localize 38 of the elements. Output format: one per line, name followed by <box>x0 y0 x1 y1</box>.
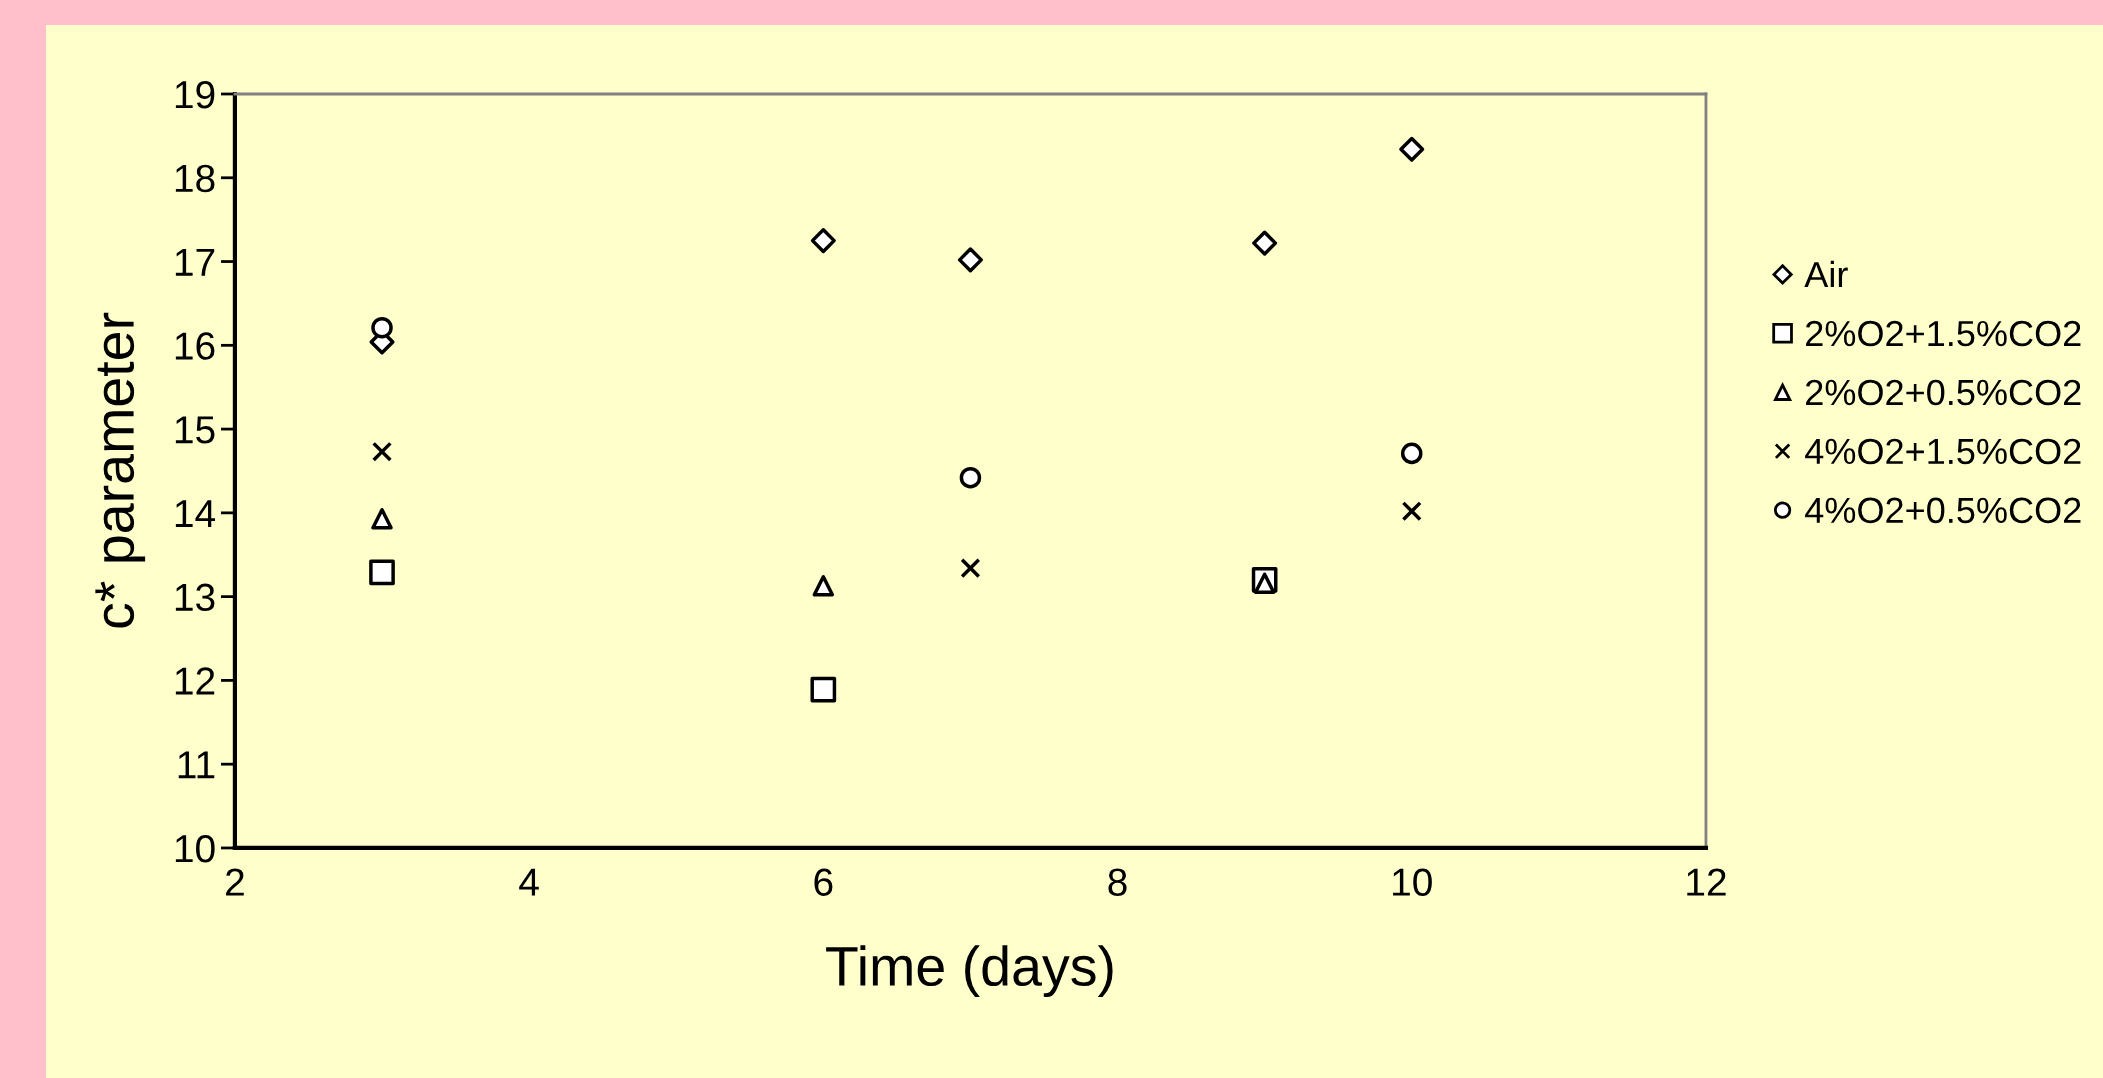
y-tick-label: 11 <box>178 751 215 779</box>
point <box>1399 136 1425 162</box>
x-tick-label: 6 <box>814 868 833 896</box>
point <box>957 247 983 273</box>
point <box>1401 501 1422 522</box>
point <box>1252 230 1278 256</box>
y-tick-label: 17 <box>175 248 215 276</box>
y-tick-label: 13 <box>175 583 215 612</box>
legend-label: 4%O2+0.5%CO2 <box>1805 497 2081 524</box>
y-tick-label: 18 <box>175 164 215 193</box>
point <box>810 228 836 254</box>
legend-label: 4%O2+1.5%CO2 <box>1805 438 2081 465</box>
point <box>1400 442 1423 465</box>
legend-label: 2%O2+0.5%CO2 <box>1806 379 2081 406</box>
y-axis-title: c* parameter <box>95 312 146 628</box>
point <box>369 559 395 586</box>
x-tick-label: 4 <box>519 868 539 896</box>
y-tick-label: 12 <box>175 667 215 695</box>
x-tick-label: 8 <box>1108 868 1127 896</box>
y-tick-label: 16 <box>175 332 215 360</box>
legend-label: Air <box>1804 260 1848 288</box>
y-tick-label: 15 <box>175 416 215 444</box>
y-tick-label: 10 <box>175 834 215 863</box>
point <box>812 574 835 597</box>
point <box>371 441 393 462</box>
legend-label: 2%O2+1.5%CO2 <box>1806 320 2081 347</box>
y-tick-label: 14 <box>175 500 216 527</box>
x-tick-label: 2 <box>226 868 244 896</box>
y-tick-label: 19 <box>175 80 215 109</box>
point <box>1253 572 1276 594</box>
point <box>960 558 981 579</box>
x-axis-title: Time (days) <box>826 945 1113 998</box>
point <box>810 676 837 703</box>
point <box>959 466 982 489</box>
x-tick-label: 12 <box>1687 868 1726 896</box>
point <box>371 507 393 530</box>
point <box>371 316 393 339</box>
x-tick-label: 10 <box>1393 868 1432 896</box>
